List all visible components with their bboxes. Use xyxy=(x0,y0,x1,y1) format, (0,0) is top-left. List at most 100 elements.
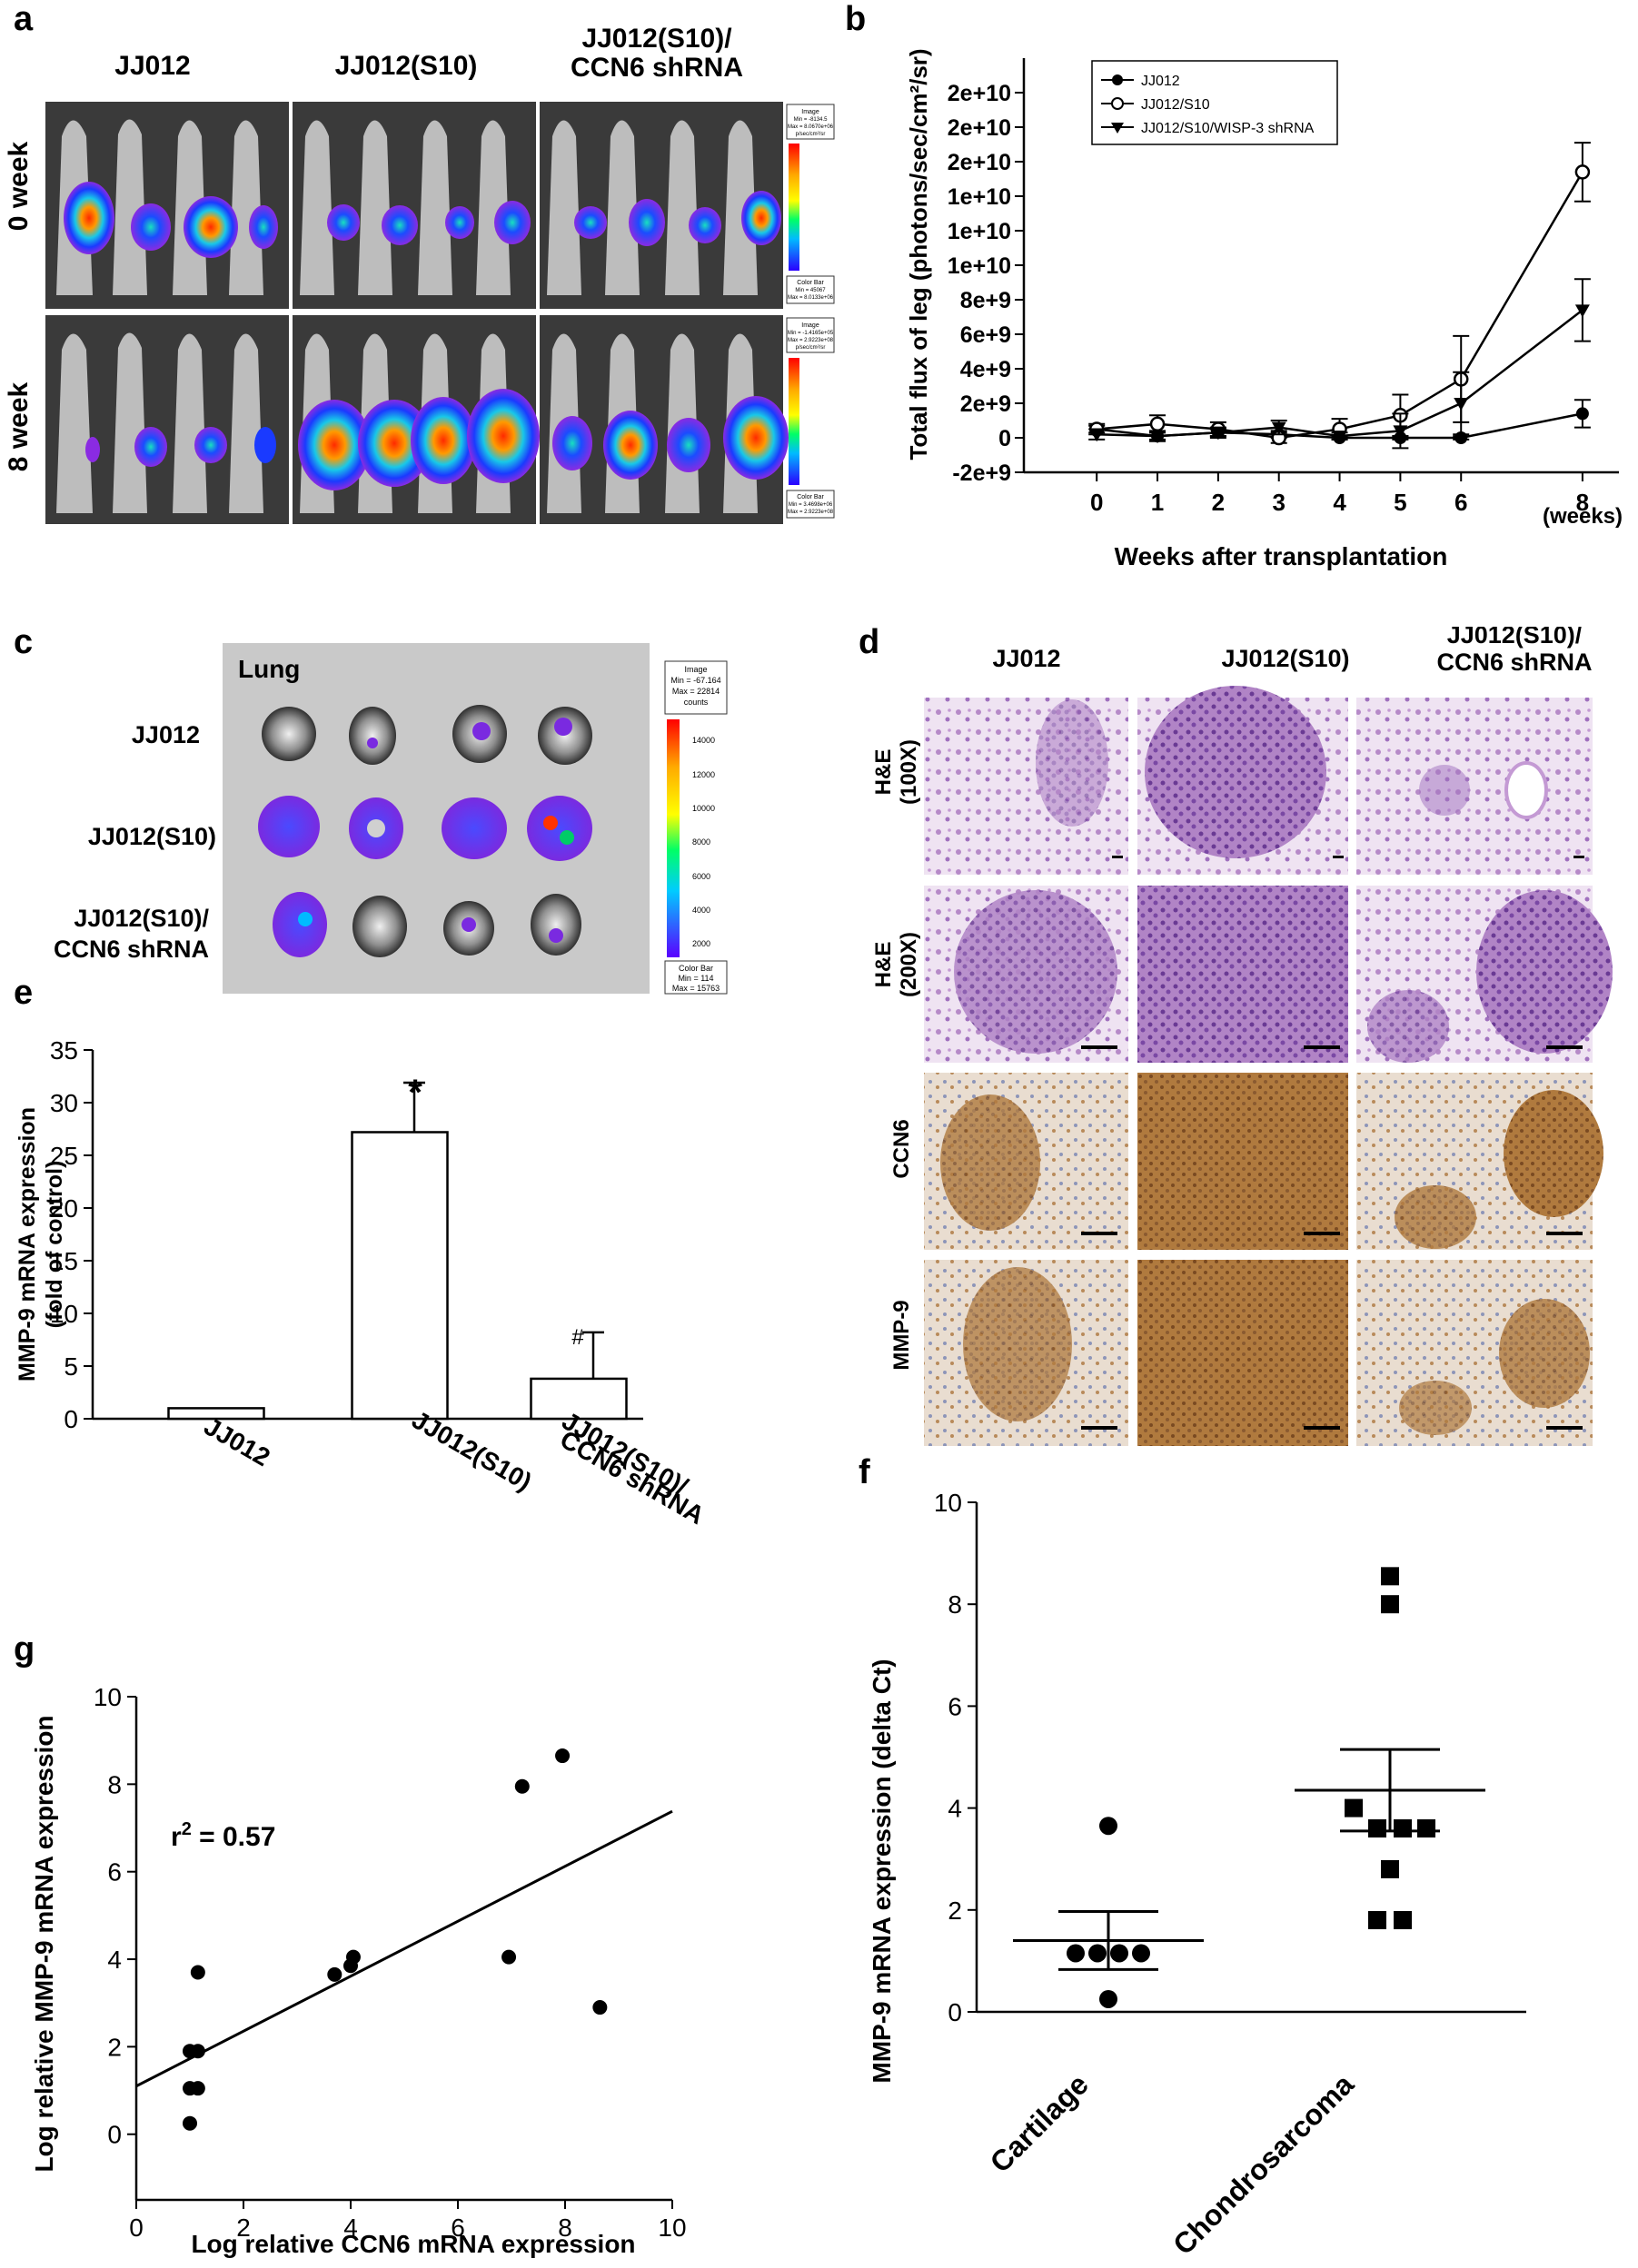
b-point xyxy=(1393,425,1408,439)
g-xtick-label: 8 xyxy=(558,2214,572,2242)
f-cat-chondrosarcoma: Chondrosarcoma xyxy=(1166,2067,1360,2261)
row-title-8-week: 8 week xyxy=(4,381,34,471)
panel-g-scatter: 0 2 4 6 8 10 0 2 4 6 8 10 Log relative MMP-9 mRNA e… xyxy=(30,1683,687,2258)
f-point xyxy=(1417,1819,1435,1838)
b-point xyxy=(1150,431,1166,444)
d-row-he100-2: (100X) xyxy=(897,739,921,805)
panel-letter-e: e xyxy=(14,974,34,1012)
e-ytick-label: 5 xyxy=(64,1352,78,1381)
f-point xyxy=(1132,1944,1150,1963)
g-xlabel: Log relative CCN6 mRNA expression xyxy=(191,2230,635,2258)
c-row-jj012: JJ012 xyxy=(132,721,200,748)
g-point xyxy=(555,1748,571,1764)
f-ytick-label: 2 xyxy=(948,1897,962,1925)
svg-text:Min = 3.4698e+06: Min = 3.4698e+06 xyxy=(789,502,833,508)
b-point xyxy=(1332,431,1347,444)
d-col-shrna-2: CCN6 shRNA xyxy=(1436,649,1592,676)
b-xtick-label: 6 xyxy=(1454,489,1467,516)
svg-text:counts: counts xyxy=(684,698,709,707)
panel-letter-f: f xyxy=(859,1453,870,1491)
b-ytick-label: 1e+10 xyxy=(948,184,1011,210)
b-ytick-label: 1e+10 xyxy=(948,219,1011,244)
f-point xyxy=(1345,1798,1363,1817)
b-ytick-label: 2e+10 xyxy=(948,81,1011,106)
svg-text:Image: Image xyxy=(801,322,819,329)
panel-f-dot-plot: 0 2 4 6 8 10 MMP-9 mRNA expression (delta Ct)… xyxy=(868,1490,1526,2261)
g-xtick-label: 4 xyxy=(343,2214,358,2242)
b-point xyxy=(1089,429,1105,442)
f-point xyxy=(1067,1944,1085,1963)
d-he100-images xyxy=(924,686,1593,875)
col-title-shrna-2: CCN6 shRNA xyxy=(571,53,743,83)
e-annotation-hash: # xyxy=(571,1325,584,1350)
c-colorbar: Image Min = -67.164 Max = 22814 counts 1… xyxy=(664,660,728,995)
g-ylabel: Log relative MMP-9 mRNA expression xyxy=(30,1715,58,2172)
b-point xyxy=(1149,416,1166,432)
svg-text:2000: 2000 xyxy=(692,939,710,948)
f-point xyxy=(1110,1944,1128,1963)
b-xtick-label: 0 xyxy=(1090,489,1103,516)
svg-text:Max = 22814: Max = 22814 xyxy=(672,687,720,696)
f-point xyxy=(1088,1944,1107,1963)
f-point xyxy=(1368,1819,1386,1838)
b-ytick-label: 2e+10 xyxy=(948,150,1011,175)
legend-jj012-s10: JJ012/S10 xyxy=(1141,97,1210,113)
g-ytick-label: 2 xyxy=(107,2033,122,2061)
legend-shrna: JJ012/S10/WISP-3 shRNA xyxy=(1141,121,1315,136)
c-row-jj012-s10: JJ012(S10) xyxy=(88,823,216,850)
f-point xyxy=(1394,1819,1412,1838)
svg-text:Min = 114: Min = 114 xyxy=(678,974,713,983)
svg-text:Max = 8.0670e+06: Max = 8.0670e+06 xyxy=(788,124,834,130)
svg-text:Min = 45067: Min = 45067 xyxy=(795,288,826,293)
b-ytick-label: 2e+9 xyxy=(960,391,1011,417)
f-point xyxy=(1368,1911,1386,1930)
panel-a-figure: JJ012 JJ012(S10) JJ012(S10)/ CCN6 shRNA … xyxy=(4,24,835,524)
c-row-shrna-2: CCN6 shRNA xyxy=(54,936,209,963)
svg-text:12000: 12000 xyxy=(692,770,715,779)
panel-letter-b: b xyxy=(845,0,867,38)
f-ytick-label: 4 xyxy=(948,1795,962,1823)
svg-text:Color Bar: Color Bar xyxy=(797,280,824,286)
b-x-unit: (weeks) xyxy=(1543,504,1623,529)
e-ylabel-1: MMP-9 mRNA expression xyxy=(15,1107,40,1382)
f-point xyxy=(1381,1567,1399,1586)
f-cat-cartilage: Cartilage xyxy=(984,2067,1095,2178)
d-col-shrna-1: JJ012(S10)/ xyxy=(1447,627,1583,649)
svg-text:p/sec/cm²/sr: p/sec/cm²/sr xyxy=(796,132,826,137)
svg-text:Min = -1.4165e+05: Min = -1.4165e+05 xyxy=(788,331,834,336)
svg-text:Max = 8.0133e+06: Max = 8.0133e+06 xyxy=(788,295,834,301)
d-he200-images xyxy=(924,886,1613,1063)
e-ytick-label: 35 xyxy=(50,1036,78,1065)
f-point xyxy=(1394,1911,1412,1930)
b-xlabel: Weeks after transplantation xyxy=(1115,542,1448,570)
e-bar xyxy=(167,1407,265,1421)
b-point xyxy=(1574,304,1590,318)
g-fit-line xyxy=(135,1809,673,2088)
b-ytick-label: 6e+9 xyxy=(960,322,1011,348)
panel-letter-g: g xyxy=(14,1630,35,1669)
b-ytick-label: 1e+10 xyxy=(948,253,1011,279)
svg-text:Image: Image xyxy=(801,109,819,115)
b-point xyxy=(1574,164,1591,180)
d-mmp9-images xyxy=(924,1260,1593,1446)
f-ylabel: MMP-9 mRNA expression (delta Ct) xyxy=(868,1659,896,2083)
mice-8-week xyxy=(56,332,789,513)
svg-text:14000: 14000 xyxy=(692,736,715,745)
e-ytick-label: 15 xyxy=(50,1247,78,1275)
svg-text:Image: Image xyxy=(684,665,707,674)
g-ytick-label: 6 xyxy=(107,1858,122,1887)
b-series-line-1 xyxy=(1097,171,1583,440)
e-cat-jj012: JJ012 xyxy=(200,1411,275,1471)
col-title-shrna-1: JJ012(S10)/ xyxy=(581,24,732,54)
g-point xyxy=(514,1778,530,1794)
e-ytick-label: 0 xyxy=(64,1405,78,1433)
e-ytick-label: 25 xyxy=(50,1142,78,1170)
d-ccn6-images xyxy=(924,1073,1603,1250)
col-title-jj012-s10: JJ012(S10) xyxy=(335,51,478,81)
svg-text:Max = 15763: Max = 15763 xyxy=(672,984,720,993)
b-ytick-label: 4e+9 xyxy=(960,357,1011,382)
svg-text:Max = 2.9223e+08: Max = 2.9223e+08 xyxy=(788,510,834,515)
panel-letter-d: d xyxy=(859,623,880,661)
b-legend: JJ012 JJ012/S10 JJ012/S10/WISP-3 shRNA xyxy=(1091,60,1338,145)
e-bar xyxy=(530,1377,628,1421)
